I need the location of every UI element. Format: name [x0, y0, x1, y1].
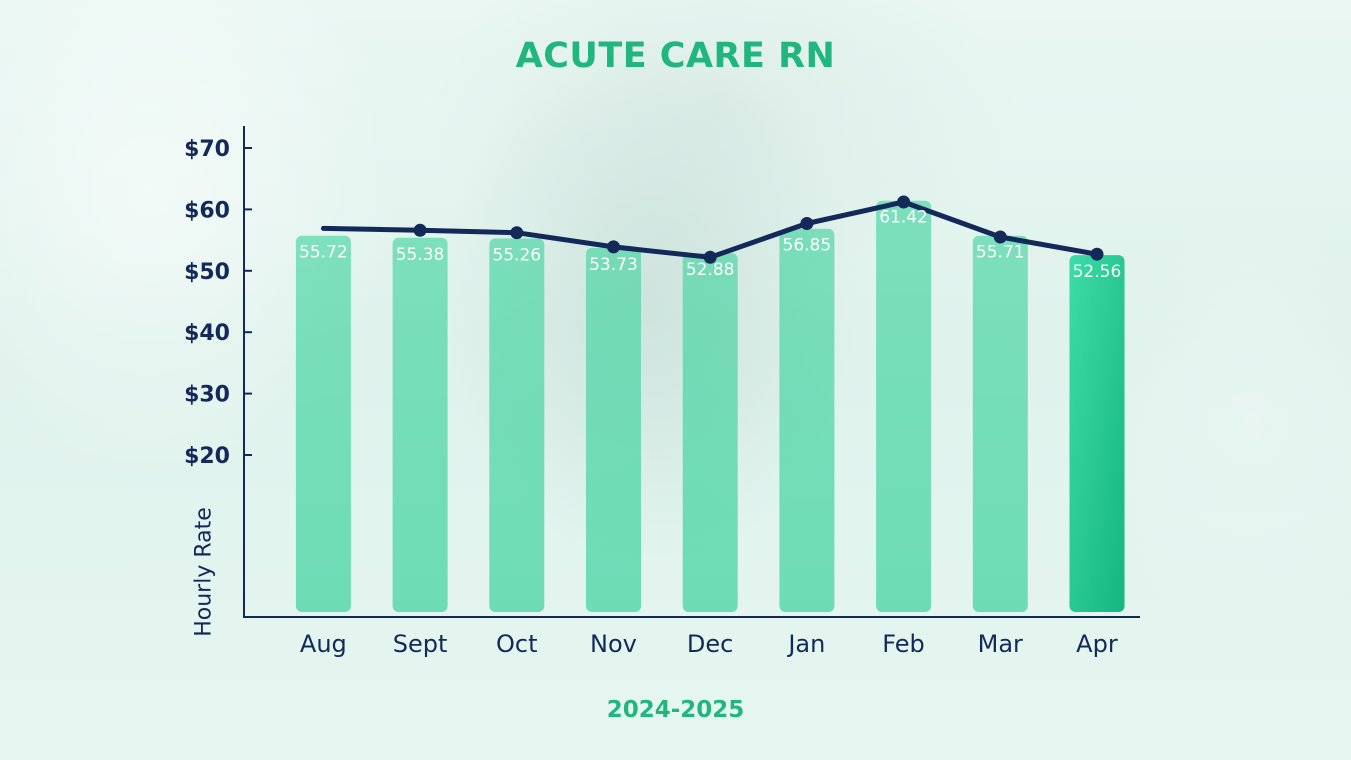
x-tick-label: Mar: [978, 630, 1023, 658]
bar-apr: [1069, 255, 1125, 612]
bar-sept: [392, 237, 448, 613]
x-tick-label: Sept: [393, 630, 448, 658]
y-tick-label: $60: [184, 198, 230, 223]
trend-point: [993, 230, 1007, 244]
x-tick-label: Dec: [687, 630, 733, 658]
bar-feb: [876, 200, 932, 612]
y-tick-label: $30: [184, 383, 230, 408]
bar-data-label: 55.38: [396, 245, 445, 265]
bar-data-label: 55.26: [492, 246, 541, 266]
trend-point: [800, 217, 814, 230]
y-tick-label: $70: [184, 137, 230, 162]
bar-data-label: 53.73: [589, 255, 638, 275]
bar-data-label: 52.88: [686, 260, 735, 280]
trend-point: [510, 226, 524, 240]
bar-aug: [295, 235, 351, 612]
bar-jan: [779, 228, 835, 612]
x-tick-label: Apr: [1076, 630, 1118, 658]
x-tick-label: Feb: [882, 630, 925, 658]
bar-data-label: 55.71: [976, 243, 1025, 263]
bar-mar: [972, 235, 1028, 612]
chart-title: ACUTE CARE RN: [515, 36, 836, 76]
bar-data-label: 61.42: [879, 208, 928, 228]
trend-point: [703, 250, 717, 264]
bar-dec: [682, 253, 738, 612]
x-tick-label: Aug: [300, 630, 347, 658]
bar-data-label: 55.72: [299, 243, 348, 263]
trend-point: [413, 223, 427, 237]
x-tick-label: Oct: [496, 630, 538, 658]
bar-data-label: 52.56: [1073, 262, 1122, 282]
x-tick-label: Nov: [590, 630, 637, 658]
trend-point: [897, 195, 911, 209]
bar-oct: [489, 238, 545, 612]
x-tick-label: Jan: [786, 630, 825, 658]
x-axis-label: 2024-2025: [606, 697, 745, 723]
y-tick-label: $20: [184, 444, 230, 469]
trend-point: [1090, 247, 1104, 261]
trend-point: [607, 240, 620, 254]
bar-nov: [586, 247, 641, 612]
y-tick-label: $40: [184, 321, 230, 346]
bar-data-label: 56.85: [783, 236, 832, 256]
y-tick-label: $50: [184, 260, 230, 285]
